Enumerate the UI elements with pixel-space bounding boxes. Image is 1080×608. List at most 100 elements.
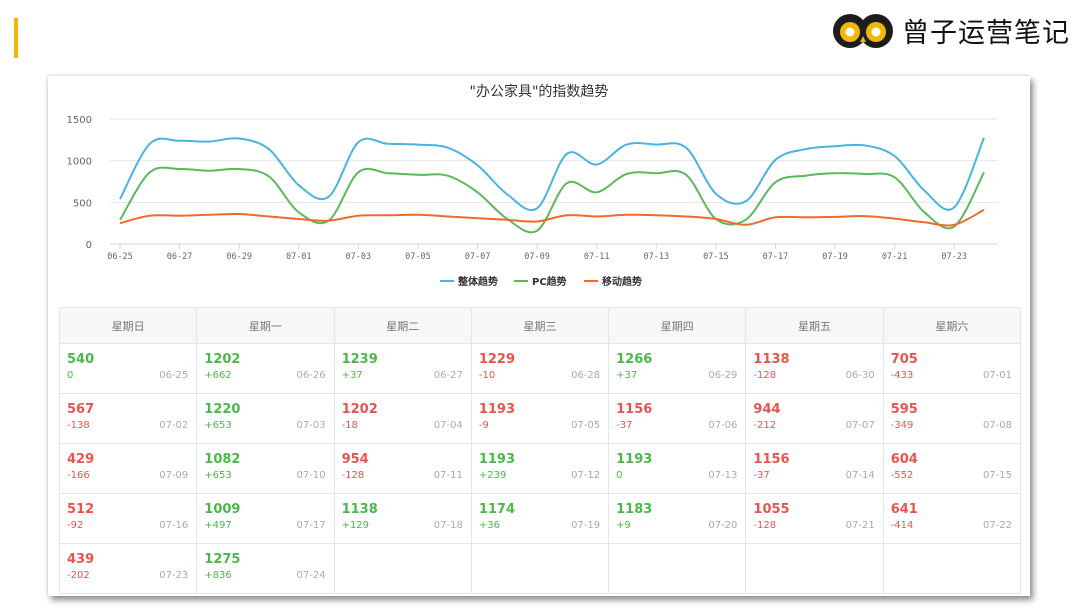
series-line-pc	[119, 166, 985, 234]
day-value: 1239	[341, 352, 378, 367]
day-value: 1275	[204, 552, 241, 567]
series-line-mobile	[119, 208, 985, 227]
calendar-week-row: 567 -138 07-02 1220 +653 07-03 1202 -18 07-04 119…	[58, 393, 1022, 444]
day-delta: 0	[67, 370, 74, 381]
day-delta: -433	[890, 370, 914, 381]
accent-bar	[14, 18, 18, 58]
x-tick-label: 07-03	[346, 252, 372, 262]
x-tick-label: 07-05	[405, 252, 431, 262]
brand-name: 曾子运营笔记	[902, 17, 1070, 49]
day-delta: +497	[204, 520, 232, 531]
calendar-day-cell: 429 -166 07-09	[58, 443, 198, 494]
day-value: 1202	[341, 402, 378, 417]
day-delta: -212	[753, 420, 777, 431]
calendar-day-cell: 1275 +836 07-24	[196, 543, 335, 594]
calendar-day-cell: 1229 -10 06-28	[470, 343, 610, 394]
weekday-header: 星期六	[882, 307, 1022, 344]
day-date: 06-28	[571, 370, 601, 381]
y-tick-label: 1000	[67, 157, 92, 168]
day-date: 07-07	[845, 420, 875, 431]
weekday-header: 星期四	[608, 307, 747, 344]
calendar-day-cell	[882, 543, 1022, 594]
calendar-day-cell: 1055 -128 07-21	[745, 493, 884, 544]
day-date: 07-01	[982, 370, 1012, 381]
trend-chart: "办公家具"的指数趋势 0 500 1000 1500 06-25 06-27 06-29 07…	[48, 76, 1030, 304]
day-date: 07-22	[982, 520, 1012, 531]
weekday-header: 星期五	[745, 307, 884, 344]
day-delta: -349	[890, 420, 914, 431]
day-date: 07-23	[159, 570, 189, 581]
day-value: 1193	[478, 452, 516, 467]
calendar-day-cell: 1266 +37 06-29	[608, 343, 747, 394]
day-date: 07-17	[296, 520, 326, 531]
day-date: 07-15	[982, 470, 1012, 481]
calendar-day-cell	[470, 543, 610, 594]
day-value: 641	[890, 502, 918, 517]
trend-card: "办公家具"的指数趋势 0 500 1000 1500 06-25 06-27 06-29 07…	[48, 76, 1030, 596]
legend-label: 移动趋势	[602, 275, 642, 288]
day-date: 07-16	[159, 520, 189, 531]
weekday-header: 星期一	[196, 307, 335, 344]
trend-chart-svg: "办公家具"的指数趋势 0 500 1000 1500 06-25 06-27 06-29 07…	[67, 83, 998, 288]
day-date: 07-20	[708, 520, 738, 531]
weekday-header: 星期日	[58, 307, 198, 344]
x-tick-label: 07-01	[286, 252, 312, 262]
day-value: 1009	[204, 502, 241, 517]
y-tick-label: 500	[73, 198, 92, 209]
chart-title: "办公家具"的指数趋势	[470, 83, 609, 100]
y-tick-label: 0	[86, 240, 92, 251]
day-delta: +36	[478, 520, 500, 531]
day-date: 07-09	[159, 470, 189, 481]
calendar-day-cell: 595 -349 07-08	[882, 393, 1022, 444]
calendar-day-cell: 1138 +129 07-18	[333, 493, 472, 544]
day-value: 540	[67, 352, 95, 367]
day-delta: +37	[341, 370, 363, 381]
day-date: 07-06	[708, 420, 738, 431]
day-value: 439	[67, 552, 95, 567]
brand: 曾子运营笔记	[832, 10, 1070, 50]
day-delta: -202	[67, 570, 90, 581]
day-value: 604	[890, 452, 918, 467]
day-value: 1202	[204, 352, 241, 367]
day-delta: -166	[67, 470, 90, 481]
calendar-day-cell: 1193 0 07-13	[608, 443, 747, 494]
calendar-day-cell: 1156 -37 07-14	[745, 443, 884, 494]
x-tick-label: 07-07	[465, 252, 491, 262]
day-delta: +836	[204, 570, 232, 581]
day-delta: -37	[753, 470, 770, 481]
calendar-day-cell: 540 0 06-25	[58, 343, 198, 394]
calendar-day-cell: 1156 -37 07-06	[608, 393, 747, 444]
day-date: 06-26	[296, 370, 326, 381]
day-value: 1266	[616, 352, 653, 367]
calendar-day-cell: 954 -128 07-11	[333, 443, 472, 494]
calendar-header-row: 星期日 星期一 星期二 星期三 星期四 星期五 星期六	[58, 307, 1022, 344]
calendar-body: 540 0 06-25 1202 +662 06-26 1239 +37 06-27 1229 -1…	[58, 343, 1022, 594]
day-value: 1138	[341, 502, 378, 517]
x-tick-label: 07-11	[584, 252, 610, 262]
calendar-week-row: 429 -166 07-09 1082 +653 07-10 954 -128 07-11 119…	[58, 443, 1022, 494]
day-delta: -128	[341, 470, 365, 481]
weekday-header: 星期三	[470, 307, 610, 344]
x-tick-label: 07-09	[524, 252, 550, 262]
calendar-week-row: 540 0 06-25 1202 +662 06-26 1239 +37 06-27 1229 -1…	[58, 343, 1022, 394]
series-line-overall	[119, 137, 985, 211]
legend-label: 整体趋势	[457, 275, 498, 288]
day-date: 07-11	[433, 470, 463, 481]
calendar-day-cell: 1174 +36 07-19	[470, 493, 610, 544]
day-date: 07-03	[296, 420, 326, 431]
day-date: 07-21	[845, 520, 875, 531]
day-value: 1193	[616, 452, 653, 467]
day-delta: +653	[204, 470, 232, 481]
calendar-day-cell: 1183 +9 07-20	[608, 493, 747, 544]
calendar-day-cell: 1082 +653 07-10	[196, 443, 335, 494]
calendar-day-cell: 1220 +653 07-03	[196, 393, 335, 444]
day-date: 07-10	[296, 470, 326, 481]
calendar-day-cell: 1202 +662 06-26	[196, 343, 335, 394]
calendar-day-cell: 567 -138 07-02	[58, 393, 198, 444]
day-delta: +239	[478, 470, 507, 481]
calendar-day-cell: 604 -552 07-15	[882, 443, 1022, 494]
calendar-table: 星期日 星期一 星期二 星期三 星期四 星期五 星期六 540 0 06-25 1202 +662 0…	[58, 307, 1022, 594]
day-delta: -414	[890, 520, 914, 531]
x-tick-label: 07-19	[822, 252, 848, 262]
calendar-day-cell: 1193 +239 07-12	[470, 443, 610, 494]
